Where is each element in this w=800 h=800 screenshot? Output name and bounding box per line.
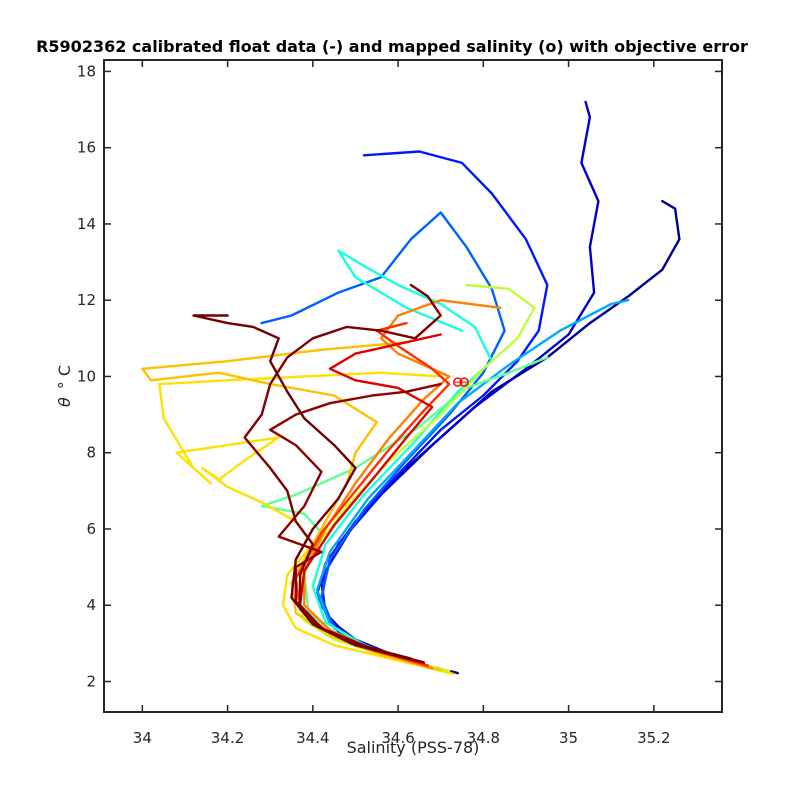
- profile-line-2: [320, 100, 600, 674]
- x-tick-label: 35.2: [637, 729, 670, 747]
- plot-area: [103, 59, 723, 713]
- y-tick-label: 2: [86, 672, 96, 690]
- y-tick-label: 8: [86, 444, 96, 462]
- profile-line-14: [243, 283, 442, 664]
- x-tick-label: 34.4: [296, 729, 329, 747]
- y-tick-label: 6: [86, 520, 96, 538]
- y-axis-label-unit: ° C: [55, 365, 74, 389]
- y-tick-label: 12: [77, 291, 96, 309]
- series-layer: [141, 100, 681, 676]
- profile-line-1: [315, 199, 681, 675]
- y-tick-label: 16: [77, 139, 96, 157]
- profile-line-9: [158, 371, 455, 676]
- profile-line-16: [192, 314, 413, 660]
- profile-line-7: [260, 356, 549, 672]
- profile-line-10: [141, 341, 442, 672]
- y-tick-label: 18: [77, 62, 96, 80]
- y-axis-label: θ ° C: [55, 365, 74, 407]
- y-tick-label: 4: [86, 596, 96, 614]
- y-tick-label: 14: [77, 215, 96, 233]
- profile-line-4: [260, 211, 506, 670]
- x-tick-label: 34.6: [381, 729, 414, 747]
- x-axis-ticks: 34 34.2 34.4 34.6 34.8 35 35.2: [133, 60, 671, 747]
- mapped-salinity-marker-2: [459, 377, 469, 387]
- x-tick-label: 34.8: [467, 729, 500, 747]
- profile-line-5: [315, 299, 630, 668]
- profile-line-6: [311, 249, 493, 666]
- profile-line-15: [269, 382, 442, 662]
- profile-line-11: [303, 299, 502, 670]
- x-tick-label: 34.2: [211, 729, 244, 747]
- profile-line-13: [298, 333, 442, 665]
- profile-line-3: [320, 150, 549, 672]
- x-tick-label: 35: [559, 729, 578, 747]
- mapped-salinity-markers: [453, 377, 469, 387]
- chart-title: R5902362 calibrated float data (-) and m…: [36, 37, 748, 56]
- y-axis-ticks: 2 4 6 8 10 12 14 16 18: [77, 62, 722, 690]
- x-axis-label: Salinity (PSS-78): [347, 738, 480, 757]
- x-tick-label: 34: [133, 729, 152, 747]
- y-tick-label: 10: [77, 367, 96, 385]
- y-axis-label-symbol: θ: [55, 397, 74, 407]
